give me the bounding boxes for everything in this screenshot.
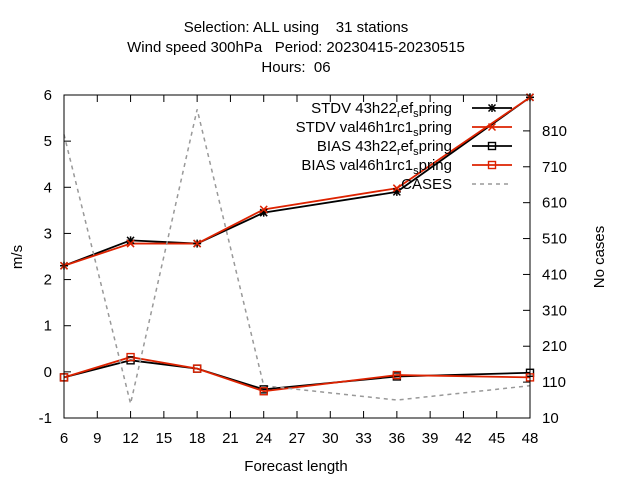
legend-label-stdv-43h22-ref-spring: STDV 43h22refspring <box>311 100 452 120</box>
y-axis-title: m/s <box>9 245 26 269</box>
axis-ticks <box>63 94 531 419</box>
series-lines <box>63 96 531 404</box>
x-axis-title: Forecast length <box>244 458 347 475</box>
x-tick-label: 39 <box>422 430 439 447</box>
legend-label-bias-43h22-ref-spring: BIAS 43h22refspring <box>317 138 452 158</box>
series-line-stdv-val46h1rc1-spring <box>63 96 531 267</box>
legend-marker-bias-43h22-ref-spring <box>487 141 497 151</box>
y2-tick-label: 810 <box>542 123 567 140</box>
y-tick-label: 1 <box>44 318 52 335</box>
x-tick-label: 21 <box>222 430 239 447</box>
y-tick-label: 6 <box>44 87 52 104</box>
x-tick-label: 24 <box>255 430 272 447</box>
y-tick-label: 3 <box>44 225 52 242</box>
x-tick-label: 6 <box>60 430 68 447</box>
series-line-stdv-43h22-ref-spring <box>63 96 531 267</box>
x-axis-tick-labels: 6 9 12 15 18 21 24 27 30 33 36 39 42 45 48 <box>60 430 539 447</box>
title-line-1: Selection: ALL using 31 stations <box>184 19 409 36</box>
legend-marker-stdv-43h22-ref-spring <box>487 103 497 113</box>
x-tick-label: 42 <box>455 430 472 447</box>
x-tick-label: 36 <box>389 430 406 447</box>
data-point-stdv-val46h1rc1-spring <box>259 205 268 214</box>
data-point-bias-val46h1rc1-spring <box>192 364 202 373</box>
y-axis-tick-labels: -1 0 1 2 3 4 5 6 <box>39 87 52 427</box>
data-point-bias-val46h1rc1-spring <box>259 387 268 396</box>
x-tick-label: 9 <box>93 430 101 447</box>
chart-title: Selection: ALL using 31 stations Wind sp… <box>127 19 465 76</box>
y2-tick-label: 710 <box>542 159 567 176</box>
data-point-stdv-val46h1rc1-spring <box>193 239 202 248</box>
y2-tick-label: 510 <box>542 231 567 248</box>
x-tick-label: 15 <box>156 430 173 447</box>
x-tick-label: 18 <box>189 430 206 447</box>
x-tick-label: 12 <box>122 430 139 447</box>
y2-tick-label: 410 <box>542 266 567 283</box>
plot-area-frame <box>63 94 531 419</box>
x-tick-label: 30 <box>322 430 339 447</box>
y-tick-label: 5 <box>44 133 52 150</box>
data-point-stdv-val46h1rc1-spring <box>392 184 401 193</box>
data-point-bias-val46h1rc1-spring <box>392 370 402 380</box>
y2-tick-label: 210 <box>542 338 567 355</box>
y2-tick-label: 310 <box>542 302 567 319</box>
y-tick-label: 0 <box>44 364 52 381</box>
data-point-stdv-val46h1rc1-spring <box>126 239 135 248</box>
y-tick-label: 4 <box>44 179 52 196</box>
legend-marker-bias-val46h1rc1-spring <box>487 160 497 170</box>
x-tick-label: 33 <box>355 430 372 447</box>
series-markers <box>59 93 535 396</box>
y2-axis-title: No cases <box>591 226 608 289</box>
y-tick-label: 2 <box>44 272 52 289</box>
title-line-3: Hours: 06 <box>261 59 330 76</box>
legend-marker-stdv-val46h1rc1-spring <box>487 122 497 132</box>
legend-label-cases: CASES <box>401 176 452 193</box>
y2-axis-tick-labels: 10 110 210 310 410 510 610 710 810 <box>542 123 567 427</box>
x-tick-label: 48 <box>522 430 539 447</box>
y2-tick-label: 610 <box>542 195 567 212</box>
legend-label-bias-val46h1rc1-spring: BIAS val46h1rc1spring <box>301 157 452 177</box>
legend-label-stdv-val46h1rc1-spring: STDV val46h1rc1spring <box>296 119 452 139</box>
x-tick-label: 45 <box>488 430 505 447</box>
y2-tick-label: 110 <box>542 374 566 391</box>
series-line-cases <box>63 109 531 404</box>
series-line-bias-43h22-ref-spring <box>63 359 531 391</box>
title-line-2: Wind speed 300hPa Period: 20230415-20230… <box>127 39 465 56</box>
x-tick-label: 27 <box>289 430 306 447</box>
y2-tick-label: 10 <box>542 410 559 427</box>
data-point-bias-val46h1rc1-spring <box>126 352 135 362</box>
y-tick-label: -1 <box>39 410 52 427</box>
